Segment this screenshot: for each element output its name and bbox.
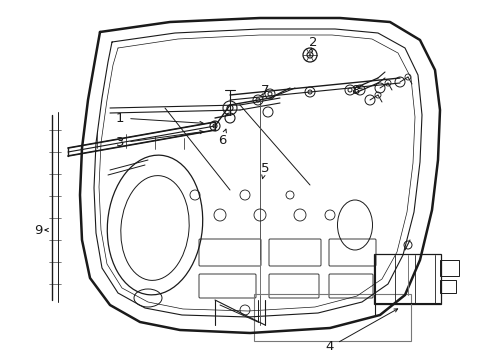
Text: 8: 8	[350, 84, 359, 96]
Text: 4: 4	[325, 341, 333, 354]
Text: 2: 2	[308, 36, 317, 49]
Text: 6: 6	[217, 134, 226, 147]
Text: 7: 7	[260, 84, 269, 96]
Text: 1: 1	[116, 112, 124, 125]
Text: 5: 5	[260, 162, 269, 175]
Text: 3: 3	[116, 136, 124, 149]
Text: 9: 9	[34, 224, 42, 237]
